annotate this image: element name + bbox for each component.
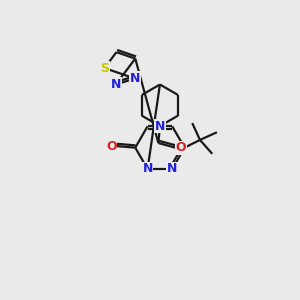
Text: N: N [111, 78, 121, 91]
Text: O: O [106, 140, 117, 153]
Text: O: O [176, 141, 186, 154]
Text: N: N [167, 163, 177, 176]
Text: N: N [142, 163, 153, 176]
Text: N: N [155, 120, 165, 133]
Text: N: N [130, 72, 140, 85]
Text: S: S [100, 61, 109, 74]
